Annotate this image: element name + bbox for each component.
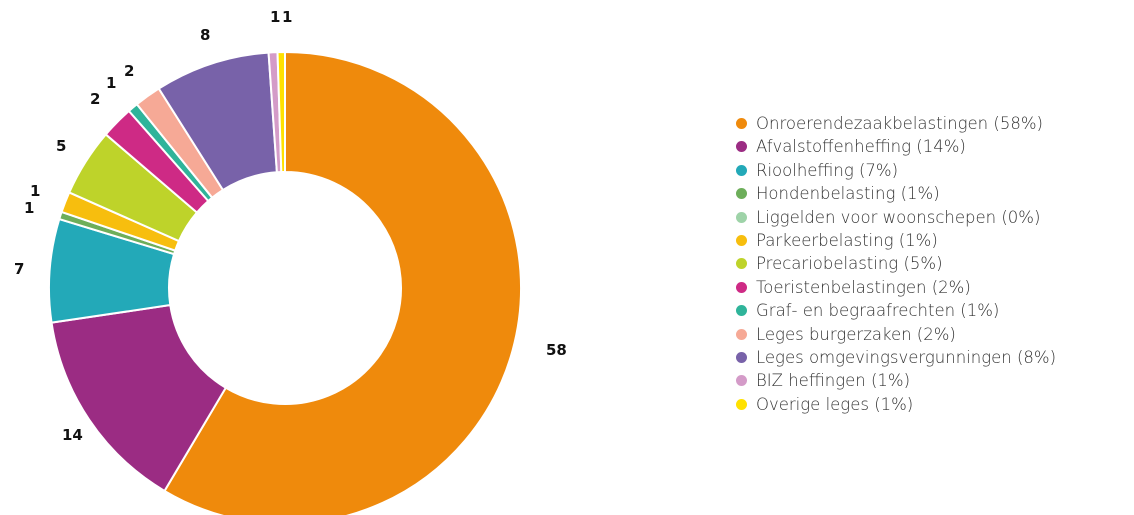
legend-label: Afvalstoffenheffing (14%) — [756, 137, 966, 157]
legend-item: Hondenbelasting (1%) — [736, 182, 1056, 205]
data-label-9: 2 — [124, 62, 134, 80]
legend-label: Overige leges (1%) — [756, 394, 914, 414]
legend-dot-icon — [736, 188, 747, 200]
data-label-12: 1 — [282, 8, 292, 26]
legend-item: Toeristenbelastingen (2%) — [736, 276, 1056, 299]
legend-label: Rioolheffing (7%) — [756, 160, 899, 180]
legend-dot-icon — [736, 351, 747, 363]
legend-label: Liggelden voor woonschepen (0%) — [756, 207, 1041, 227]
legend-label: Leges omgevingsvergunningen (8%) — [756, 347, 1057, 367]
legend-item: Rioolheffing (7%) — [736, 159, 1056, 182]
chart-legend: Onroerendezaakbelastingen (58%) Afvalstof… — [736, 112, 1056, 416]
legend-dot-icon — [736, 328, 747, 340]
legend-label: Leges burgerzaken (2%) — [756, 324, 956, 344]
legend-label: BIZ heffingen (1%) — [756, 371, 911, 391]
data-label-10: 8 — [200, 26, 210, 44]
data-label-2: 7 — [14, 260, 24, 278]
legend-label: Parkeerbelasting (1%) — [756, 230, 938, 250]
data-label-5: 1 — [30, 182, 40, 200]
legend-label: Precariobelasting (5%) — [756, 254, 943, 274]
legend-item: BIZ heffingen (1%) — [736, 369, 1056, 392]
legend-dot-icon — [736, 258, 747, 270]
legend-item: Leges burgerzaken (2%) — [736, 323, 1056, 346]
data-label-8: 1 — [106, 74, 116, 92]
legend-item: Liggelden voor woonschepen (0%) — [736, 206, 1056, 229]
legend-dot-icon — [736, 141, 747, 153]
legend-item: Precariobelasting (5%) — [736, 252, 1056, 275]
data-label-6: 5 — [56, 137, 66, 155]
legend-item: Graf- en begraafrechten (1%) — [736, 299, 1056, 322]
legend-label: Hondenbelasting (1%) — [756, 184, 940, 204]
legend-dot-icon — [736, 398, 747, 410]
legend-label: Graf- en begraafrechten (1%) — [756, 301, 1000, 321]
legend-label: Onroerendezaakbelastingen (58%) — [756, 114, 1043, 133]
legend-label: Toeristenbelastingen (2%) — [756, 277, 971, 297]
legend-item: Afvalstoffenheffing (14%) — [736, 135, 1056, 158]
slice-overige-leges — [276, 50, 286, 174]
legend-dot-icon — [736, 375, 747, 387]
data-label-0: 58 — [546, 341, 567, 359]
legend-dot-icon — [736, 305, 747, 317]
slice-afvalstoffenheffing — [50, 303, 228, 493]
legend-dot-icon — [736, 211, 747, 223]
data-label-11: 1 — [270, 8, 280, 26]
data-label-1: 14 — [62, 426, 83, 444]
legend-item: Overige leges (1%) — [736, 393, 1056, 416]
legend-dot-icon — [736, 281, 747, 293]
slice-onroerendezaakbelastingen — [163, 50, 522, 515]
legend-dot-icon — [736, 118, 747, 129]
legend-item: Parkeerbelasting (1%) — [736, 229, 1056, 252]
data-label-3: 1 — [24, 199, 34, 217]
legend-dot-icon — [736, 234, 747, 246]
legend-dot-icon — [736, 164, 747, 176]
legend-item: Onroerendezaakbelastingen (58%) — [736, 112, 1056, 135]
legend-item: Leges omgevingsvergunningen (8%) — [736, 346, 1056, 369]
data-label-7: 2 — [90, 90, 100, 108]
